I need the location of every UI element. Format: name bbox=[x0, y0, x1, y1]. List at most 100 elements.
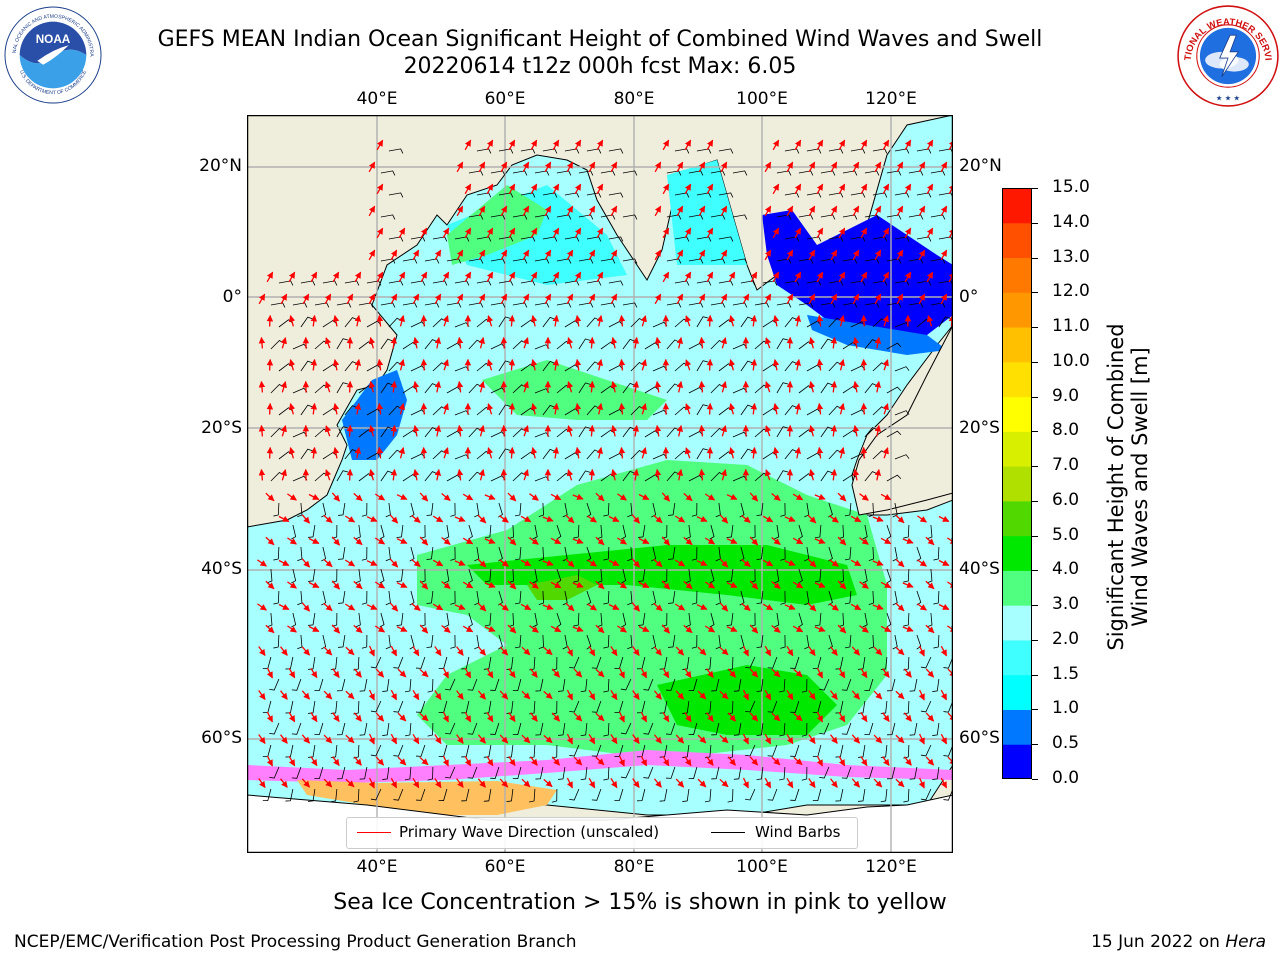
wave-direction-arrow bbox=[618, 314, 626, 327]
wind-barb bbox=[359, 678, 368, 692]
wind-barb bbox=[892, 634, 898, 650]
wave-direction-arrow bbox=[850, 603, 862, 611]
wind-barb bbox=[424, 302, 440, 308]
wave-direction-arrow bbox=[566, 381, 574, 393]
title-line-2: 20220614 t12z 000h fcst Max: 6.05 bbox=[403, 54, 797, 79]
wind-barb bbox=[556, 258, 572, 264]
wind-barb-label: Wind Barbs bbox=[755, 823, 841, 841]
wind-barb bbox=[432, 280, 448, 286]
wave-direction-arrow bbox=[851, 646, 861, 656]
wave-direction-arrow bbox=[640, 403, 647, 415]
wave-direction-arrow bbox=[442, 403, 449, 415]
wave-direction-arrow bbox=[675, 734, 685, 744]
wave-direction-arrow bbox=[816, 139, 824, 151]
wind-barb bbox=[467, 766, 478, 779]
wave-direction-arrow bbox=[508, 668, 516, 679]
wave-direction-arrow bbox=[550, 493, 562, 501]
wave-direction-arrow bbox=[434, 734, 442, 745]
wind-barb bbox=[508, 568, 514, 583]
wave-direction-arrow bbox=[520, 515, 532, 523]
wind-barb bbox=[732, 214, 748, 220]
wave-direction-arrow bbox=[454, 559, 466, 566]
wind-barb bbox=[490, 170, 506, 176]
wave-direction-arrow bbox=[720, 249, 728, 261]
wind-barb bbox=[450, 590, 456, 605]
wind-barb bbox=[542, 148, 558, 154]
wave-direction-arrow bbox=[938, 515, 950, 523]
wave-direction-arrow bbox=[464, 711, 472, 723]
wave-direction-arrow bbox=[608, 559, 620, 567]
wind-barb bbox=[380, 170, 396, 176]
wave-direction-arrow bbox=[486, 139, 494, 151]
wind-barb bbox=[691, 590, 698, 605]
wind-barb bbox=[538, 546, 544, 561]
wave-direction-arrow bbox=[266, 358, 274, 371]
wind-barb bbox=[739, 590, 745, 606]
wave-direction-arrow bbox=[331, 624, 341, 634]
wind-barb bbox=[600, 473, 615, 482]
wind-barb bbox=[297, 546, 303, 562]
wind-barb bbox=[696, 280, 712, 286]
wave-direction-arrow bbox=[610, 734, 618, 745]
wave-direction-arrow bbox=[859, 625, 869, 633]
wind-barb bbox=[943, 744, 953, 757]
wave-direction-arrow bbox=[661, 536, 671, 546]
wind-barb bbox=[688, 722, 698, 735]
wind-barb bbox=[776, 302, 792, 308]
wind-barb bbox=[745, 700, 756, 713]
wind-barb bbox=[512, 302, 528, 308]
wave-direction-arrow bbox=[434, 336, 442, 349]
wave-direction-arrow bbox=[917, 515, 927, 523]
wave-direction-arrow bbox=[874, 336, 882, 349]
wind-barb bbox=[586, 236, 602, 242]
colorbar-tick-label: 3.0 bbox=[1052, 594, 1080, 615]
wave-direction-arrow bbox=[332, 358, 340, 371]
wave-direction-arrow bbox=[784, 515, 796, 522]
wave-direction-arrow bbox=[412, 380, 420, 393]
wind-barb bbox=[321, 634, 327, 650]
wave-direction-arrow bbox=[478, 161, 486, 173]
colorbar-tick-label: 0.0 bbox=[1052, 768, 1080, 788]
wave-direction-arrow bbox=[925, 624, 935, 634]
wave-direction-arrow bbox=[880, 625, 892, 633]
colorbar-block bbox=[1002, 361, 1032, 398]
wave-direction-arrow bbox=[462, 537, 474, 545]
wave-direction-arrow bbox=[486, 227, 494, 239]
wave-direction-arrow bbox=[354, 446, 362, 459]
wind-barb bbox=[321, 546, 327, 562]
wind-barb bbox=[841, 678, 852, 691]
wind-barb bbox=[620, 678, 632, 691]
wave-direction-arrow bbox=[772, 183, 780, 195]
wind-barb bbox=[776, 382, 789, 394]
wind-barb bbox=[835, 656, 844, 670]
wind-barb bbox=[638, 568, 646, 582]
wind-barb bbox=[842, 302, 858, 308]
wave-direction-arrow bbox=[477, 690, 486, 700]
wave-direction-arrow bbox=[638, 537, 650, 545]
wave-direction-arrow bbox=[764, 469, 772, 481]
wave-direction-arrow bbox=[522, 469, 529, 481]
wind-barb bbox=[892, 502, 898, 518]
wave-direction-arrow bbox=[552, 271, 560, 283]
wave-direction-arrow bbox=[500, 380, 508, 393]
wind-barb bbox=[659, 700, 668, 714]
wind-barb bbox=[573, 524, 580, 539]
wave-direction-arrow bbox=[477, 602, 487, 612]
wind-barb bbox=[297, 502, 303, 518]
wave-direction-arrow bbox=[507, 492, 517, 502]
wave-direction-arrow bbox=[432, 515, 444, 523]
wind-barb bbox=[321, 590, 327, 606]
wave-direction-arrow bbox=[720, 469, 727, 481]
wind-barb bbox=[804, 590, 810, 606]
wind-barb bbox=[297, 590, 303, 606]
wave-direction-arrow bbox=[654, 468, 662, 481]
wind-barb bbox=[597, 524, 603, 540]
wave-direction-arrow bbox=[772, 271, 780, 283]
wave-direction-arrow bbox=[530, 139, 538, 151]
wind-barb bbox=[710, 302, 726, 308]
wave-direction-arrow bbox=[396, 625, 408, 632]
wave-direction-arrow bbox=[610, 293, 618, 305]
wave-direction-arrow bbox=[786, 733, 794, 745]
wind-barb bbox=[776, 214, 792, 220]
wave-direction-arrow bbox=[280, 381, 287, 393]
